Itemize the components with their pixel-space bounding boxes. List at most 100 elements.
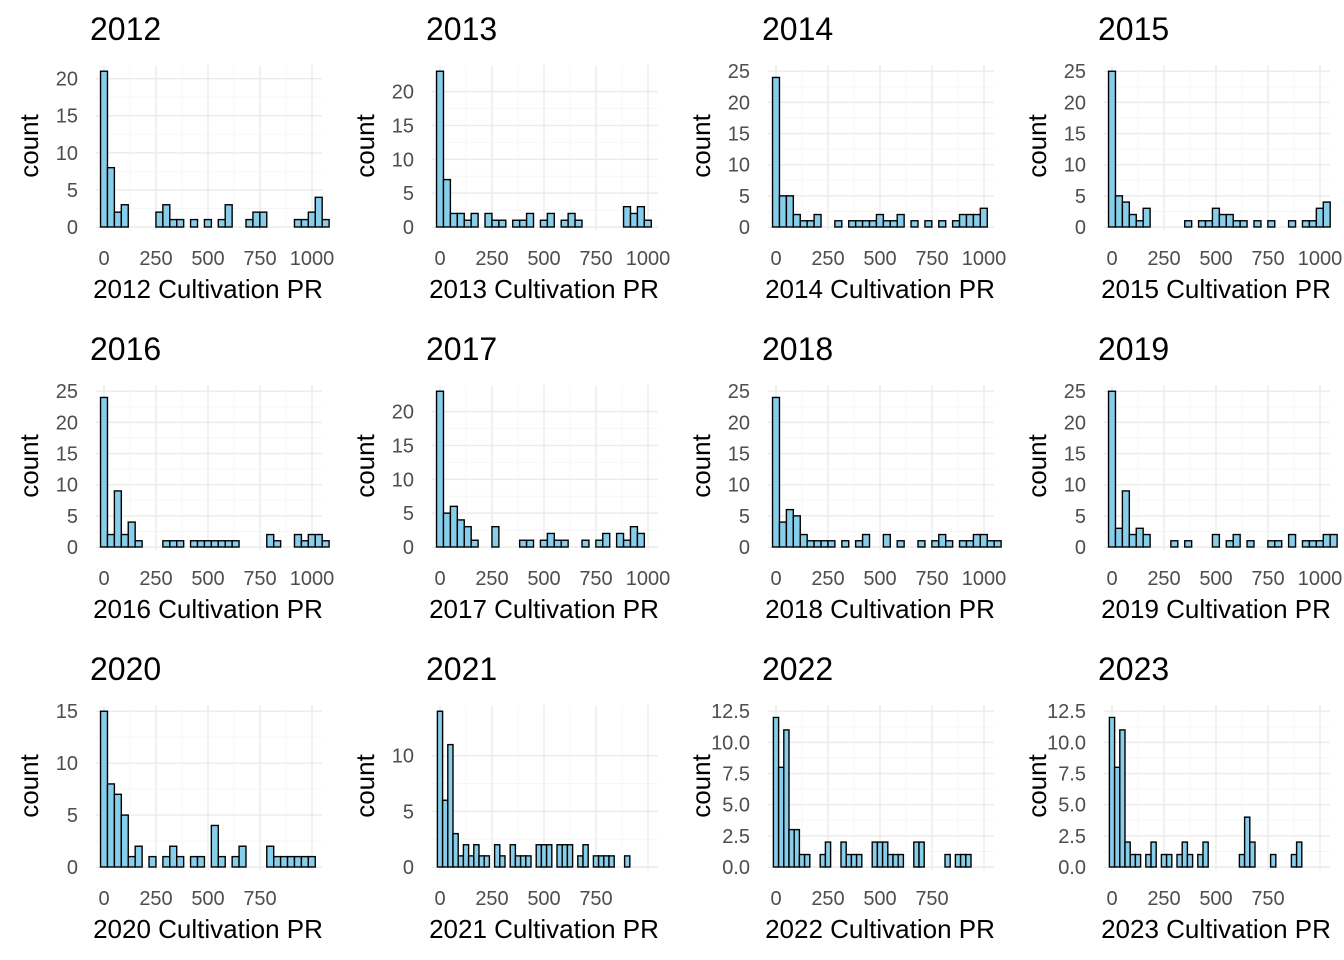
histogram-bar [592, 855, 600, 868]
histogram-bar [806, 220, 815, 228]
x-axis-title: 2016 Cultivation PR [93, 594, 323, 624]
y-axis-title: count [1022, 433, 1052, 497]
histogram-bar [560, 219, 569, 228]
histogram-bar [788, 828, 795, 868]
histogram-bar [512, 219, 521, 228]
histogram-panel-2022: 0.0 2.5 5.0 7.5 10.0 12.5 0 250 500 750 2022 2022 C… [686, 651, 995, 944]
histogram-bar [210, 824, 219, 868]
x-tick-label: 500 [191, 568, 224, 590]
histogram-bar [602, 532, 611, 548]
x-axis-title: 2014 Cultivation PR [765, 274, 995, 304]
histogram-bar [539, 539, 549, 548]
histogram-bar [1142, 533, 1151, 548]
histogram-bar [813, 213, 822, 228]
y-tick-label: 15 [728, 444, 750, 466]
y-tick-label: 25 [728, 381, 750, 403]
histogram-bar [217, 218, 226, 228]
histogram-bar [1301, 220, 1311, 228]
histogram-panel-2023: 0.0 2.5 5.0 7.5 10.0 12.5 0 250 500 750 2023 2023 C… [1022, 651, 1331, 944]
histogram-bar [840, 841, 847, 868]
histogram-bar [979, 533, 988, 548]
histogram-bar [560, 539, 569, 548]
x-tick-label: 0 [1106, 568, 1117, 590]
histogram-bar [545, 844, 553, 868]
histogram-bar [1218, 213, 1227, 228]
x-tick-label: 0 [98, 568, 109, 590]
y-axis-title: count [14, 113, 44, 177]
y-tick-label: 10 [1064, 475, 1086, 497]
y-tick-label: 7.5 [1058, 764, 1086, 786]
histogram-bar [1114, 195, 1124, 228]
histogram-bar [1211, 533, 1221, 548]
histogram-bar [1181, 841, 1189, 868]
histogram-bar [203, 218, 213, 228]
histogram-bar [203, 540, 213, 548]
histogram-bar [457, 855, 465, 868]
x-tick-label: 250 [811, 568, 844, 590]
x-tick-label: 750 [579, 888, 612, 910]
histogram-bar [491, 219, 500, 228]
histogram-bar [1150, 841, 1157, 868]
histogram-bar [447, 743, 454, 868]
histogram-bar [106, 783, 116, 868]
histogram-bar [1197, 220, 1207, 228]
y-tick-label: 5 [1075, 506, 1086, 528]
histogram-bar [972, 533, 982, 548]
y-tick-label: 5 [67, 180, 78, 202]
x-tick-label: 500 [191, 888, 224, 910]
histogram-bar [1145, 853, 1152, 868]
histogram-bar [944, 853, 951, 868]
histogram-bar [127, 521, 136, 548]
histogram-panel-2013: 0 5 10 15 20 0 250 500 750 1000 2013 2013 Cultivati… [350, 11, 670, 304]
histogram-bar [231, 855, 240, 868]
x-tick-label: 750 [915, 248, 948, 270]
y-tick-label: 5 [403, 801, 414, 823]
histogram-bar [629, 212, 639, 228]
histogram-bar [1269, 853, 1277, 868]
histogram-bar [540, 844, 548, 868]
histogram-bar [881, 841, 889, 868]
y-tick-label: 2.5 [722, 826, 750, 848]
histogram-bar [314, 196, 323, 228]
y-tick-label: 0 [1075, 217, 1086, 239]
histogram-bar [134, 845, 143, 868]
x-tick-label: 250 [139, 568, 172, 590]
histogram-bar [1225, 540, 1234, 548]
histogram-bar [1232, 533, 1241, 548]
histogram-bar [162, 204, 171, 228]
histogram-bar [785, 508, 795, 548]
y-tick-label: 15 [56, 444, 78, 466]
histogram-bar [799, 220, 808, 228]
y-axis-title: count [350, 113, 380, 177]
histogram-bar [819, 853, 827, 868]
x-axis-title: 2020 Cultivation PR [93, 914, 323, 944]
histogram-bar [155, 211, 164, 228]
y-tick-label: 10 [392, 469, 414, 491]
y-tick-label: 0 [67, 857, 78, 879]
histogram-bar [162, 540, 171, 548]
histogram-bar [436, 710, 444, 868]
x-tick-label: 250 [475, 568, 508, 590]
histogram-bar [608, 855, 615, 868]
histogram-bar [435, 390, 445, 548]
histogram-bar [189, 855, 199, 868]
histogram-bar [1211, 207, 1221, 228]
y-tick-label: 0 [67, 537, 78, 559]
histogram-bar [1287, 533, 1297, 548]
histogram-bar [224, 204, 233, 228]
histogram-bar [518, 219, 528, 228]
histogram-bar [478, 855, 485, 868]
histogram-bar [803, 853, 811, 868]
histogram-panel-2021: 0 5 10 0 250 500 750 2021 2021 Cultivation PR cou… [350, 651, 659, 944]
histogram-bar [771, 396, 781, 548]
x-tick-label: 500 [863, 888, 896, 910]
panel-title: 2014 [762, 11, 833, 47]
x-tick-label: 1000 [962, 568, 1007, 590]
histogram-bar [1225, 213, 1234, 228]
histogram-bar [470, 212, 479, 228]
y-tick-label: 0 [739, 537, 750, 559]
x-axis-title: 2018 Cultivation PR [765, 594, 995, 624]
histogram-bar [106, 533, 116, 548]
histogram-bar [972, 213, 982, 228]
